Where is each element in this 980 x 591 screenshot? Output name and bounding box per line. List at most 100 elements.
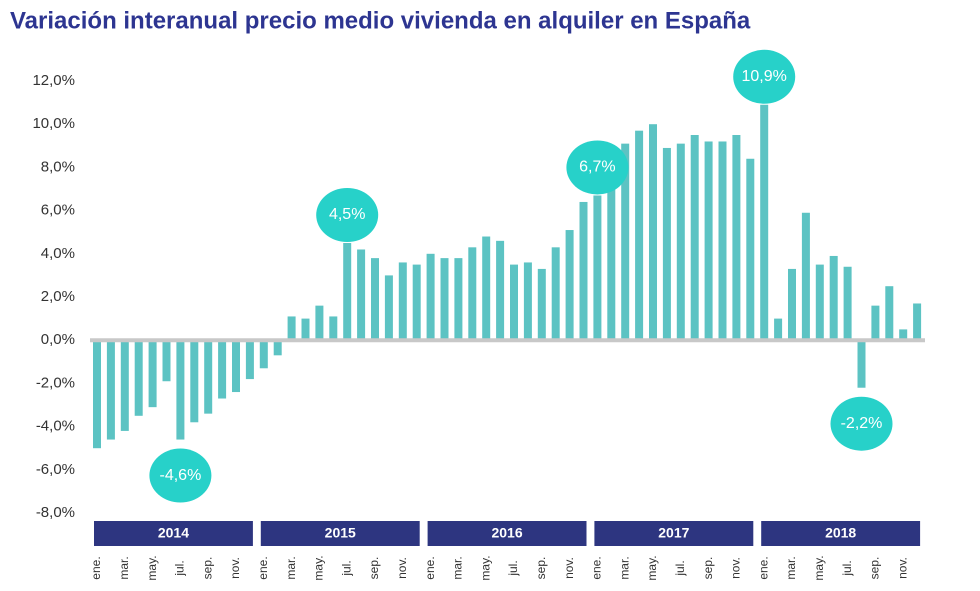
x-tick-label: ene. xyxy=(590,556,604,579)
bar xyxy=(134,340,143,416)
bar xyxy=(106,340,115,440)
year-label: 2018 xyxy=(825,525,856,541)
bar xyxy=(621,143,630,341)
bar xyxy=(190,340,199,423)
label-bubble xyxy=(830,396,893,451)
bar xyxy=(398,262,407,341)
bar xyxy=(273,340,282,356)
bar xyxy=(245,340,254,380)
x-tick-label: nov. xyxy=(729,557,743,579)
value-label: 10,9% xyxy=(742,68,787,85)
y-tick-label: -8,0% xyxy=(36,504,75,521)
x-tick-label: ene. xyxy=(423,556,437,579)
bar xyxy=(662,147,671,341)
bar xyxy=(343,243,352,341)
x-tick-label: may. xyxy=(478,555,492,580)
x-tick-label: mar. xyxy=(784,556,798,579)
bar xyxy=(760,104,769,341)
label-bubble xyxy=(316,188,379,242)
x-tick-label: jul. xyxy=(673,560,687,576)
year-label: 2016 xyxy=(491,525,522,541)
x-tick-label: ene. xyxy=(256,556,270,579)
x-tick-label: nov. xyxy=(895,557,909,579)
bar xyxy=(537,268,546,341)
x-tick-label: jul. xyxy=(173,560,187,576)
bar xyxy=(301,318,310,341)
y-tick-label: -4,0% xyxy=(36,418,75,435)
bar xyxy=(259,340,268,369)
x-tick-label: mar. xyxy=(617,556,631,579)
x-tick-label: nov. xyxy=(228,557,242,579)
bar xyxy=(496,240,505,341)
x-tick-label: sep. xyxy=(534,557,548,580)
bar xyxy=(913,303,922,341)
y-tick-label: 0,0% xyxy=(41,331,75,348)
y-tick-label: 4,0% xyxy=(41,245,75,262)
bar xyxy=(774,318,783,341)
bar xyxy=(315,305,324,341)
bar xyxy=(885,286,894,341)
year-box xyxy=(260,521,420,546)
bar xyxy=(815,264,824,341)
y-tick-label: 8,0% xyxy=(41,158,75,175)
bar xyxy=(871,305,880,341)
x-tick-label: jul. xyxy=(506,560,520,576)
bar xyxy=(690,135,699,341)
bar xyxy=(384,275,393,341)
bar xyxy=(482,236,491,341)
y-tick-label: -6,0% xyxy=(36,461,75,478)
y-tick-label: 2,0% xyxy=(41,288,75,305)
y-tick-label: 10,0% xyxy=(32,115,75,132)
x-tick-label: sep. xyxy=(367,557,381,580)
bar xyxy=(148,340,157,408)
value-label: 4,5% xyxy=(329,206,365,223)
x-tick-label: ene. xyxy=(756,556,770,579)
bar xyxy=(565,230,574,341)
bar xyxy=(788,268,796,341)
year-box xyxy=(761,521,921,546)
bar xyxy=(510,264,518,341)
bar xyxy=(843,266,852,341)
bar xyxy=(718,141,727,341)
bar xyxy=(801,212,810,341)
bar xyxy=(899,329,908,341)
x-tick-label: mar. xyxy=(451,556,465,579)
bar xyxy=(426,253,435,341)
bar xyxy=(232,340,240,393)
label-bubble xyxy=(733,49,796,104)
x-tick-label: sep. xyxy=(200,557,214,580)
bar xyxy=(551,247,560,341)
value-label: 6,7% xyxy=(579,159,615,176)
x-tick-label: jul. xyxy=(840,560,854,576)
bar xyxy=(857,340,866,388)
x-tick-label: may. xyxy=(312,555,326,580)
year-box xyxy=(427,521,587,546)
y-tick-label: 6,0% xyxy=(41,202,75,219)
bar xyxy=(468,247,477,341)
x-tick-label: may. xyxy=(145,555,159,580)
chart-title: Variación interanual precio medio vivien… xyxy=(10,7,751,34)
bar xyxy=(676,143,685,341)
bar xyxy=(93,340,101,449)
x-tick-label: sep. xyxy=(701,557,715,580)
bar xyxy=(162,340,171,382)
label-bubble xyxy=(566,140,629,195)
value-label: -2,2% xyxy=(841,415,883,432)
bar xyxy=(523,262,532,341)
bar xyxy=(176,340,185,440)
bar xyxy=(635,130,644,341)
x-tick-label: mar. xyxy=(117,556,131,579)
bar xyxy=(732,135,741,341)
year-box xyxy=(594,521,754,546)
y-tick-label: 12,0% xyxy=(32,72,75,89)
x-tick-label: nov. xyxy=(395,557,409,579)
x-tick-label: mar. xyxy=(284,556,298,579)
bar xyxy=(218,340,227,399)
x-tick-label: sep. xyxy=(868,557,882,580)
bar xyxy=(579,201,588,341)
year-label: 2017 xyxy=(658,525,689,541)
bar xyxy=(120,340,129,431)
bar xyxy=(829,255,838,341)
